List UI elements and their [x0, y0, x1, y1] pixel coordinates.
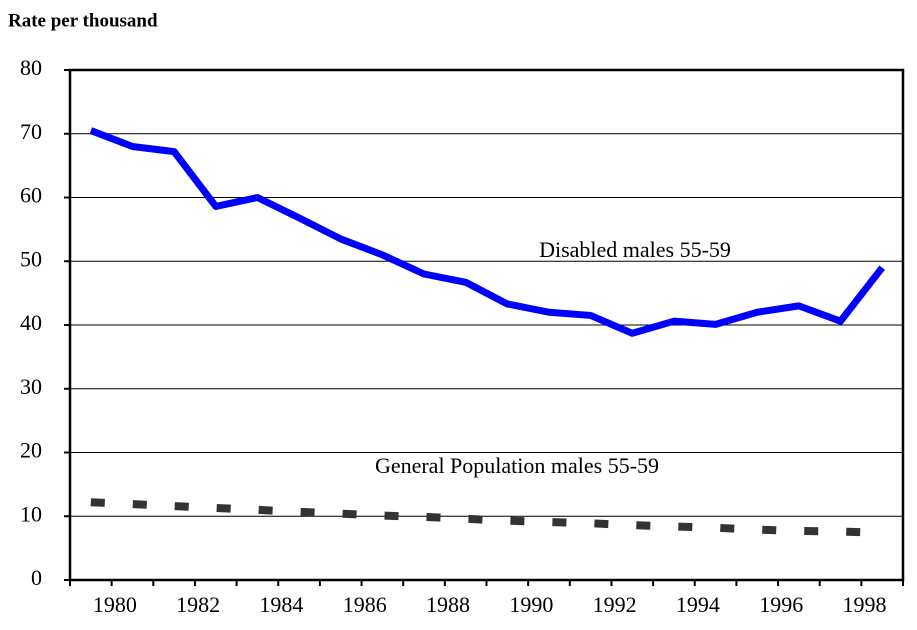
x-tick-label: 1998 [843, 592, 887, 617]
x-tick-label: 1996 [759, 592, 803, 617]
y-tick-label: 80 [20, 55, 42, 80]
series-label: General Population males 55-59 [375, 453, 659, 478]
y-tick-label: 0 [31, 565, 42, 590]
series-label: Disabled males 55-59 [539, 237, 731, 262]
y-tick-label: 30 [20, 374, 42, 399]
y-tick-label: 40 [20, 310, 42, 335]
x-tick-label: 1990 [509, 592, 553, 617]
y-tick-label: 70 [20, 119, 42, 144]
x-tick-label: 1992 [593, 592, 637, 617]
x-tick-label: 1986 [343, 592, 387, 617]
y-tick-label: 10 [20, 501, 42, 526]
x-tick-label: 1988 [426, 592, 470, 617]
x-tick-label: 1984 [259, 592, 303, 617]
y-tick-label: 60 [20, 183, 42, 208]
x-tick-label: 1980 [93, 592, 137, 617]
x-tick-label: 1994 [676, 592, 720, 617]
y-tick-label: 20 [20, 438, 42, 463]
y-tick-label: 50 [20, 246, 42, 271]
series-line [90, 498, 883, 537]
series-line [89, 127, 885, 337]
x-tick-label: 1982 [176, 592, 220, 617]
y-axis-label: Rate per thousand [8, 10, 158, 31]
